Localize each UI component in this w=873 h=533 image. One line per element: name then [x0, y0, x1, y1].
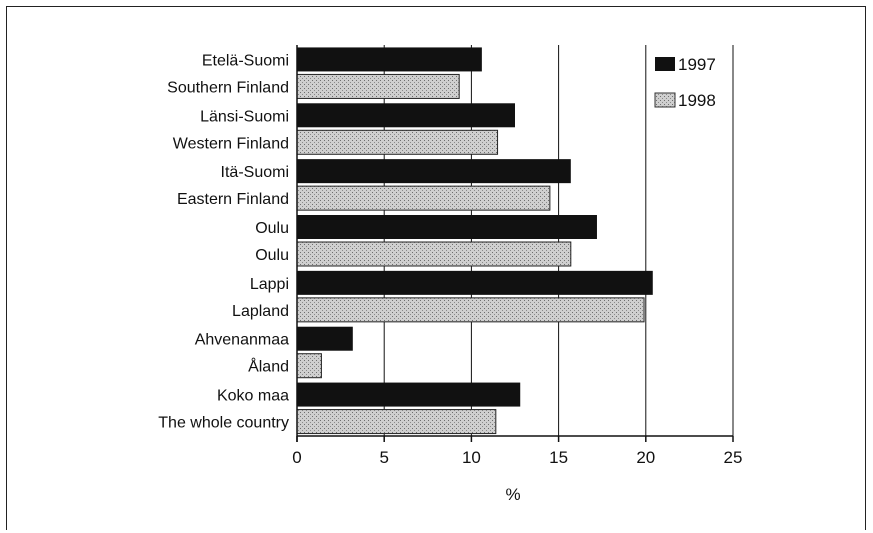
x-tick-label-5: 5 — [379, 448, 388, 467]
category-label-4-1: Lapland — [232, 303, 289, 320]
x-tick-label-10: 10 — [462, 448, 481, 467]
x-tick-label-15: 15 — [549, 448, 568, 467]
x-tick-label-0: 0 — [292, 448, 301, 467]
legend-label-1997: 1997 — [678, 55, 716, 74]
bar-1997-2 — [297, 159, 571, 184]
bar-1997-5 — [297, 326, 353, 351]
category-label-3-1: Oulu — [255, 247, 289, 264]
bar-1997-1 — [297, 103, 515, 128]
bar-1998-0 — [296, 73, 460, 99]
category-label-1-1: Western Finland — [173, 135, 289, 152]
legend-swatch-1997 — [655, 57, 675, 71]
bar-1997-0 — [297, 47, 482, 72]
legend: 1997 1998 — [654, 55, 716, 110]
category-labels: Etelä-Suomi Southern Finland Länsi-Suomi We… — [158, 52, 289, 431]
bar-1998-2 — [296, 185, 551, 211]
bar-1998-5 — [296, 353, 322, 379]
bar-1998-4 — [296, 297, 645, 323]
category-label-0-1: Southern Finland — [167, 79, 289, 96]
x-tick-label-25: 25 — [724, 448, 743, 467]
bar-1997-3 — [297, 215, 597, 239]
legend-swatch-1998 — [654, 92, 676, 108]
x-axis-label: % — [505, 485, 520, 504]
category-label-3-0: Oulu — [255, 220, 289, 237]
category-label-5-1: Åland — [248, 357, 289, 376]
bar-1998-6 — [296, 409, 497, 435]
category-label-1-0: Länsi-Suomi — [200, 108, 289, 125]
bars — [296, 47, 653, 435]
chart-frame — [6, 6, 866, 530]
category-label-2-1: Eastern Finland — [177, 191, 289, 208]
category-label-0-0: Etelä-Suomi — [202, 52, 289, 69]
x-axis: 0 5 10 15 20 25 — [292, 45, 742, 467]
bar-1998-1 — [296, 129, 499, 155]
category-label-4-0: Lappi — [250, 276, 289, 293]
bar-1998-3 — [296, 241, 572, 267]
bar-1997-4 — [297, 270, 653, 295]
category-label-2-0: Itä-Suomi — [221, 164, 289, 181]
category-label-5-0: Ahvenanmaa — [195, 332, 289, 349]
category-label-6-1: The whole country — [158, 415, 289, 432]
x-tick-label-20: 20 — [636, 448, 655, 467]
bar-1997-6 — [297, 382, 521, 407]
legend-label-1998: 1998 — [678, 91, 716, 110]
category-label-6-0: Koko maa — [217, 388, 289, 405]
